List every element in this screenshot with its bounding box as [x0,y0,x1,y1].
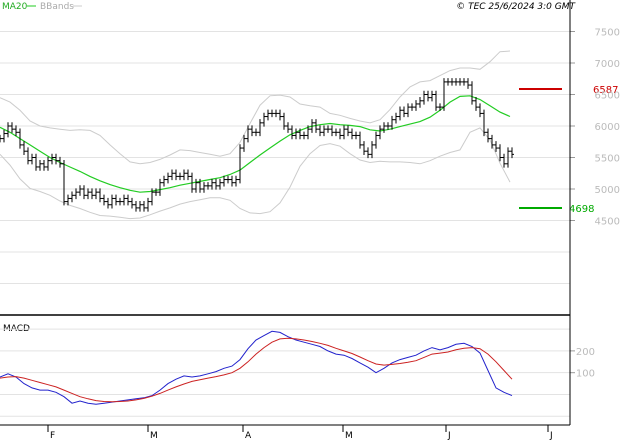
bbands-legend: BBands [40,2,74,12]
month-label: J [447,431,451,440]
price-tick-label: 5000 [595,185,620,196]
macd-macd-line [0,330,513,405]
macd-tick-label: 200 [576,347,595,358]
ma20-legend: MA20 [2,2,28,12]
ma20-path [0,95,511,193]
price-grid [0,31,570,316]
copyright-label: © TEC 25/6/2024 3:0 GMT [456,2,576,12]
price-axis: 7500 7000 6500 6000 5500 5000 4500 [570,28,620,228]
macd-signal-line [0,337,513,403]
price-tick-label: 7000 [595,59,620,70]
month-label: J [549,431,553,440]
price-bars [0,78,514,212]
macd-grid [0,328,570,417]
ma20-line [0,95,511,193]
price-tick-label: 4500 [595,217,620,228]
resistance-label: 6587 [593,85,618,96]
macd-axis: 200 100 [570,347,595,380]
bband-bb-upper [0,50,511,165]
month-label: M [345,431,353,440]
price-tick-label: 7500 [595,28,620,39]
month-label: M [150,431,158,440]
bollinger-bands [0,50,511,220]
price-tick-label: 6500 [595,91,620,102]
bband-bb-lower [0,127,511,220]
price-tick-label: 5500 [595,154,620,165]
price-tick-label: 6000 [595,122,620,133]
support-label: 4698 [569,204,594,215]
macd-tick-label: 100 [576,369,595,380]
month-label: A [245,431,252,440]
macd-lines [0,330,513,405]
month-label: F [50,431,55,440]
